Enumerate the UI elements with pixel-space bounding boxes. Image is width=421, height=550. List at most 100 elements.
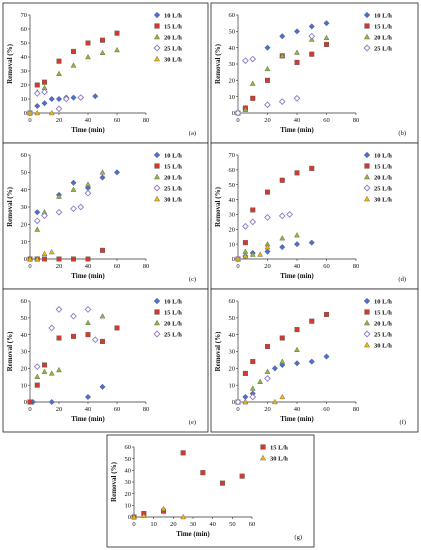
x-tick-label: 0 [28,406,31,413]
y-axis-label: Removal (%) [6,43,14,84]
data-point [42,362,48,368]
y-tick-label: 40 [21,187,28,194]
legend-marker [364,341,370,348]
legend-marker [154,309,160,315]
data-point [264,65,271,72]
x-axis-label: Time (min) [176,530,210,538]
legend-label: 30 L/h [270,455,288,462]
series-group [234,211,294,263]
data-point [249,251,256,257]
data-point [180,450,186,456]
legend-marker [364,195,370,202]
x-tick-label: 10 [150,521,157,528]
data-point [34,82,40,88]
series-group [34,313,106,379]
data-point [84,393,92,400]
legend-item: 25 L/h [153,330,182,338]
y-axis-label: Removal (%) [110,461,118,502]
legend-marker [363,297,371,305]
data-point [34,109,41,116]
y-tick-label: 30 [21,349,28,356]
series-group [34,169,106,232]
data-point [99,174,106,181]
data-point [257,251,263,257]
legend-label: 10 L/h [164,298,182,305]
data-point [27,399,33,405]
x-tick-label: 30 [190,521,197,528]
y-tick-label: 30 [21,68,28,75]
y-axis-label: Removal (%) [214,331,222,372]
data-point [309,318,315,324]
data-point [294,327,300,333]
series-group [27,249,55,262]
legend-label: 15 L/h [164,309,182,316]
data-point [33,90,41,97]
x-tick-label: 60 [249,521,256,528]
data-point [219,480,225,486]
data-point [91,336,99,344]
data-point [48,398,55,406]
y-tick-label: 60 [229,167,236,174]
data-point [48,109,55,116]
data-point [279,235,286,241]
legend-label: 20 L/h [164,320,182,327]
legend-marker [153,184,161,192]
panel-label: (a) [189,130,196,137]
y-tick-label: 20 [229,78,236,85]
data-point [278,212,286,220]
legend-marker [364,33,370,40]
data-point [249,393,257,401]
data-point [242,106,249,112]
y-tick-label: 50 [21,315,28,322]
x-tick-label: 60 [114,406,121,413]
legend-marker [363,330,371,338]
chart-panel: 0 10 20 30 40 50 60 0 20 40 60 80 Time (min) Removal … [2,288,209,433]
legend-marker [364,23,370,29]
data-point [55,105,63,113]
data-point [279,335,285,341]
data-point [264,101,271,109]
panel-frame [210,288,419,433]
data-point [34,209,41,216]
x-tick-label: 50 [229,521,236,528]
panel-frame [2,288,209,433]
data-point [271,365,278,372]
legend-item: 25 L/h [363,184,392,192]
data-point [33,217,41,225]
y-tick-label: 20 [125,491,132,498]
legend-label: 30 L/h [374,342,392,349]
data-point [249,385,256,391]
legend-item: 15 L/h [364,23,392,30]
data-point [70,186,77,192]
legend-item: 30 L/h [364,195,392,203]
legend-item: 15 L/h [260,444,288,451]
data-point [239,473,245,479]
data-point [77,94,85,101]
y-tick-label: 40 [229,45,236,52]
legend-label: 10 L/h [374,12,392,19]
legend-label: 15 L/h [374,23,392,30]
data-point [294,170,300,176]
data-point [324,41,330,47]
legend-label: 20 L/h [374,34,392,41]
data-point [99,247,105,253]
y-tick-label: 10 [229,94,236,101]
legend-item: 25 L/h [153,184,182,192]
x-tick-label: 40 [85,117,92,124]
data-point [234,109,242,117]
panel-label: (g) [294,534,302,541]
data-point [264,375,271,382]
y-tick-label: 40 [229,332,236,339]
data-point [265,77,271,83]
x-tick-label: 20 [264,117,271,124]
legend-label: 25 L/h [164,331,182,338]
y-tick-label: 0 [232,399,235,406]
legend-marker [260,444,266,450]
x-axis-label: Time (min) [71,272,105,280]
x-tick-label: 60 [323,406,330,413]
y-tick-label: 60 [21,298,28,305]
data-point [84,189,92,197]
legend-marker [153,11,161,19]
